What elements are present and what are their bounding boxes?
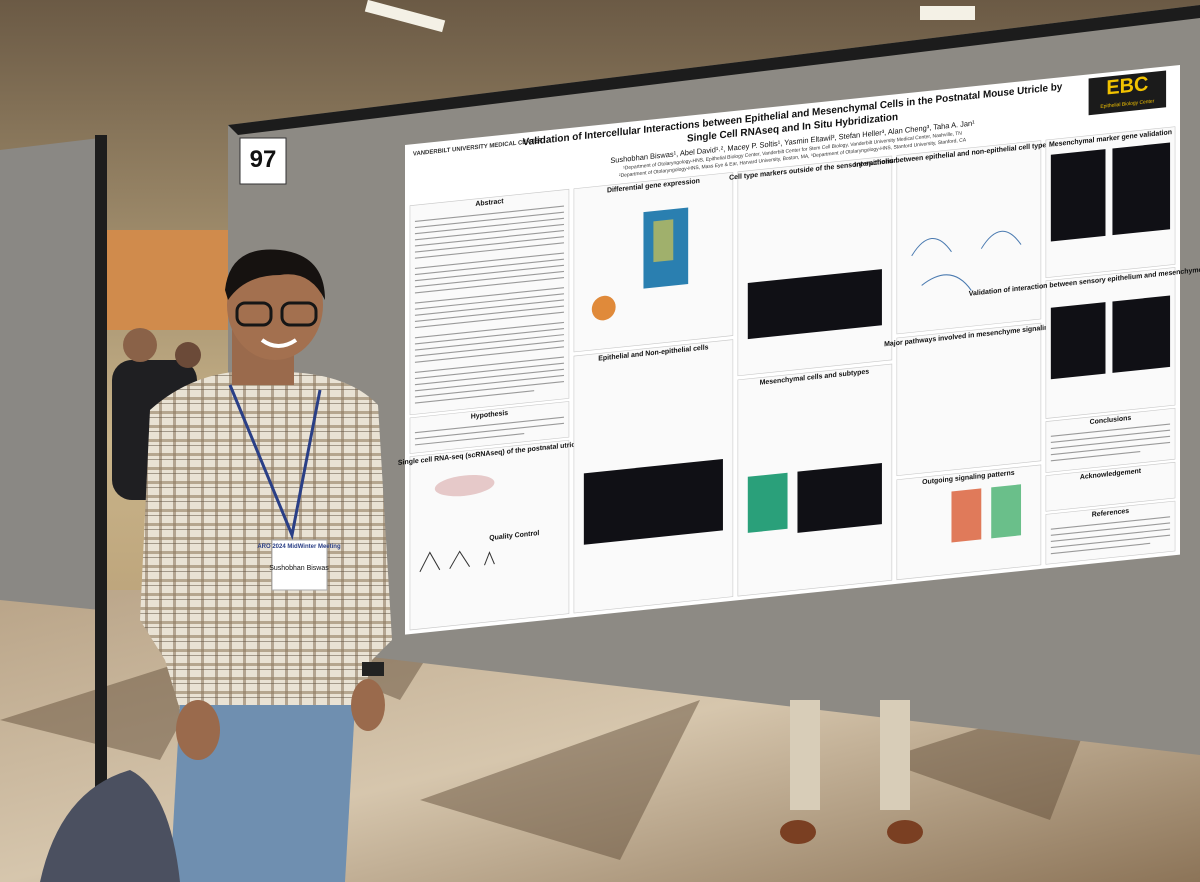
- hair: [225, 249, 325, 300]
- section-heading: Conclusions: [1090, 415, 1132, 426]
- heatmap: [991, 484, 1022, 539]
- panel: [1045, 500, 1176, 565]
- microscopy-image: [1112, 295, 1171, 373]
- hand: [176, 700, 220, 760]
- logo-right-sub: Epithelial Biology Center: [1100, 98, 1154, 110]
- attendee-head: [123, 328, 157, 362]
- network-diagram: [911, 230, 1022, 291]
- diagram: [434, 474, 495, 497]
- jacket: [40, 770, 180, 882]
- panel: [1045, 407, 1176, 473]
- panel: [1045, 461, 1176, 512]
- poster-number: 97: [250, 146, 277, 173]
- body-text: [1050, 516, 1171, 555]
- jeans: [170, 705, 355, 882]
- microscopy-image: [797, 462, 882, 533]
- body-text: [414, 205, 564, 404]
- microscopy-image: [1050, 302, 1106, 380]
- body-text: [1050, 423, 1171, 462]
- carpet-pattern: [0, 620, 1100, 860]
- section-heading: Abstract: [475, 198, 504, 208]
- smile: [260, 338, 298, 348]
- heatmap: [747, 472, 788, 533]
- poster: VANDERBILT UNIVERSITY MEDICAL CENTER EBC…: [398, 64, 1200, 635]
- name-badge: [271, 539, 328, 591]
- microscopy-image: [1112, 142, 1171, 236]
- board-frame: [95, 135, 107, 795]
- logo-right-box: [1088, 70, 1167, 116]
- violin-plot: [419, 550, 495, 573]
- panel: [737, 155, 893, 377]
- microscopy-image: [747, 269, 882, 340]
- background-person: [880, 700, 910, 810]
- background-person: [790, 700, 820, 810]
- wall: [105, 230, 235, 330]
- panel: [896, 322, 1042, 477]
- shoe: [780, 820, 816, 844]
- attendee-head: [175, 342, 201, 368]
- panel: [896, 140, 1042, 335]
- shirt: [140, 371, 392, 710]
- ceiling-light: [920, 6, 975, 20]
- panel: [409, 401, 570, 454]
- heatmap: [653, 219, 674, 263]
- section-heading: References: [1092, 508, 1129, 519]
- watch: [362, 662, 384, 676]
- body-text: [414, 416, 564, 446]
- heatmap: [951, 488, 982, 543]
- section-heading: Hypothesis: [471, 410, 508, 421]
- shoe: [887, 820, 923, 844]
- logo-right: EBC: [1106, 73, 1148, 100]
- badge-name: Sushobhan Biswas: [269, 565, 329, 572]
- left-board: [0, 138, 100, 610]
- poster-number-card: [239, 137, 287, 185]
- glasses: [235, 301, 273, 327]
- lanyard: [228, 384, 322, 541]
- ceiling-light: [364, 0, 446, 33]
- microscopy-image: [1050, 149, 1106, 242]
- hand: [351, 679, 385, 731]
- board-frame: [228, 5, 1200, 135]
- badge-event: ARO 2024 MidWinter Meeting: [257, 544, 341, 550]
- pie-graphic: [591, 295, 616, 321]
- glasses: [280, 301, 318, 327]
- microscopy-image: [583, 458, 723, 545]
